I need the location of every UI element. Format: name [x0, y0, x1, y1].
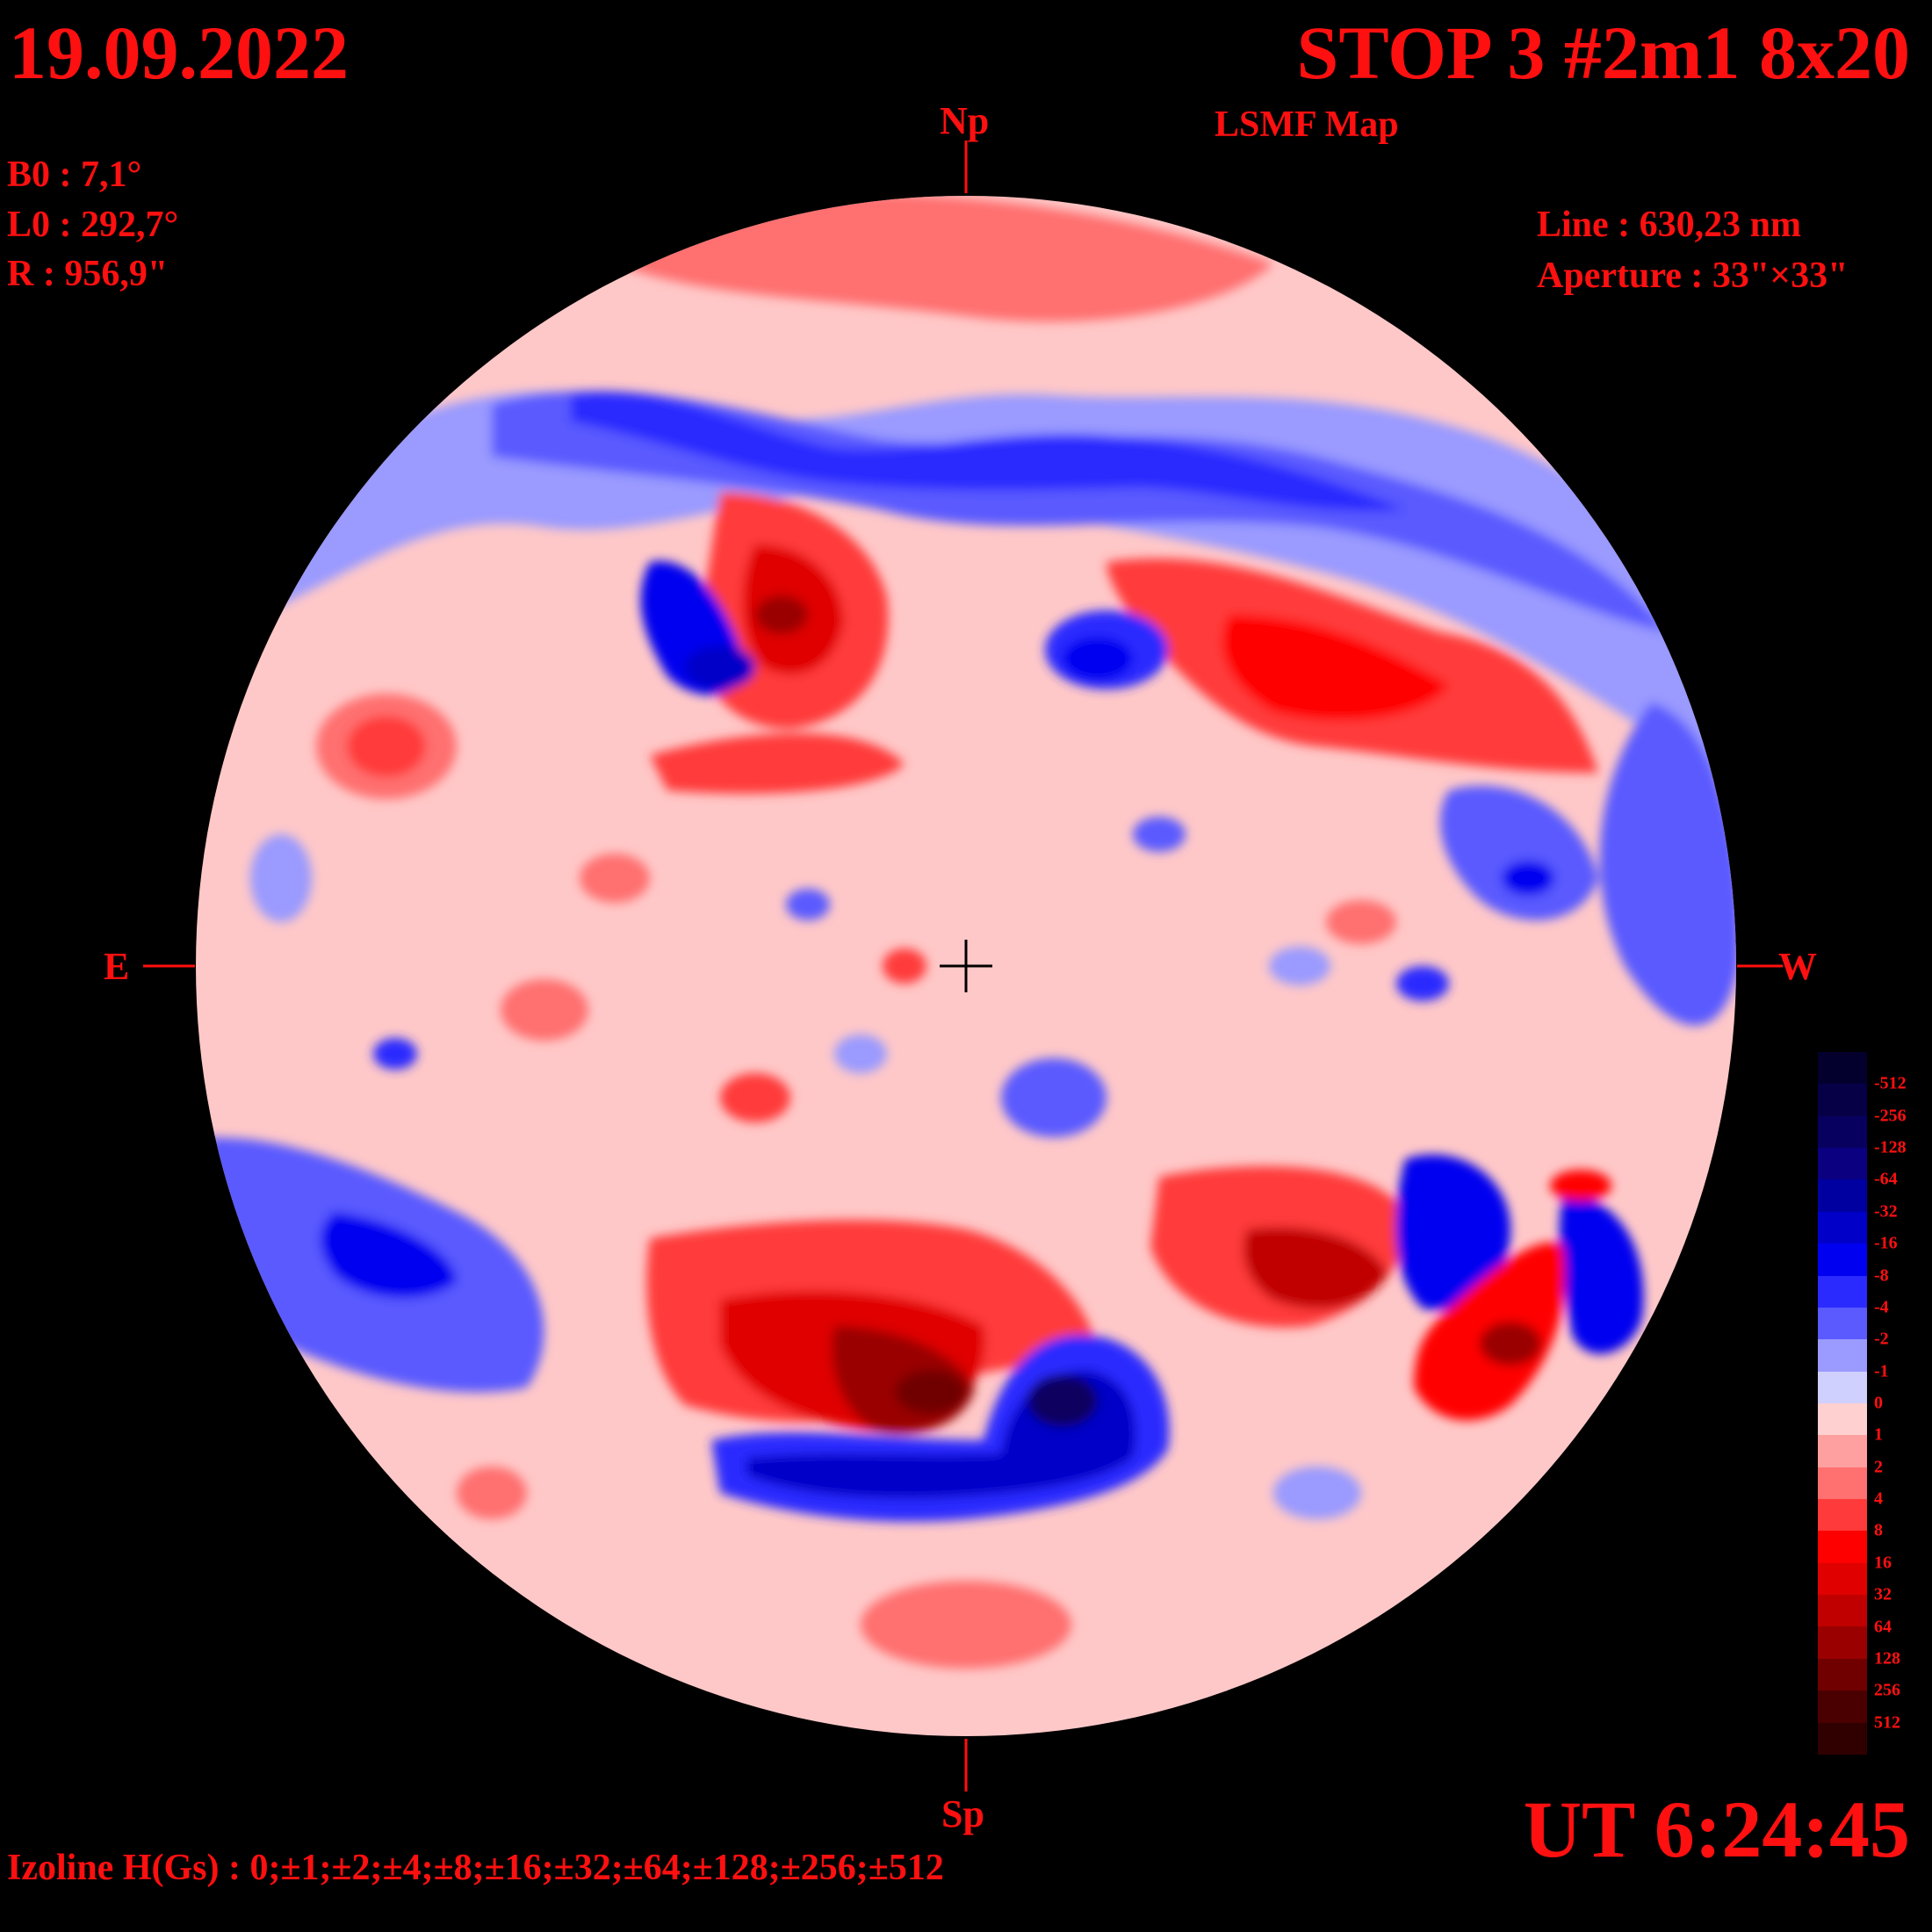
map-title: STOP 3 #2m1 8x20	[1296, 11, 1910, 95]
color-scale-label: -4	[1874, 1297, 1889, 1317]
color-scale-label: -8	[1874, 1265, 1889, 1286]
color-scale-step	[1818, 1562, 1867, 1596]
color-scale-step	[1818, 1148, 1867, 1180]
color-scale-step	[1818, 1244, 1867, 1276]
color-scale-step	[1818, 1435, 1867, 1467]
color-scale-step	[1818, 1275, 1867, 1308]
color-scale-step	[1818, 1595, 1867, 1627]
axis-ticks	[143, 141, 1783, 1791]
color-scale-step	[1818, 1179, 1867, 1212]
color-scale-label: -32	[1874, 1201, 1898, 1222]
color-scale-step	[1818, 1084, 1867, 1116]
spectral-line: Line : 630,23 nm	[1537, 205, 1802, 245]
color-scale-label: -512	[1874, 1073, 1907, 1093]
color-scale-label: 32	[1874, 1584, 1892, 1604]
solar-disk	[196, 196, 1736, 1736]
color-scale-bar	[1818, 1052, 1867, 1755]
color-scale-label: 0	[1874, 1393, 1883, 1413]
center-crosshair	[940, 940, 992, 992]
color-scale-label: -1	[1874, 1361, 1889, 1381]
ut-time: UT 6:24:45	[1523, 1784, 1910, 1874]
color-scale-step	[1818, 1402, 1867, 1436]
color-scale-label: -256	[1874, 1106, 1907, 1126]
color-scale-step	[1818, 1339, 1867, 1372]
color-scale-label: 2	[1874, 1457, 1883, 1477]
color-scale-label: 256	[1874, 1680, 1900, 1700]
color-scale-step	[1818, 1690, 1867, 1723]
color-scale-label: 64	[1874, 1617, 1892, 1637]
color-scale-label: -2	[1874, 1329, 1889, 1349]
aperture: Aperture : 33"×33"	[1537, 256, 1849, 296]
color-scale-label: -16	[1874, 1233, 1898, 1253]
observation-date: 19.09.2022	[9, 11, 349, 95]
param-b0: B0 : 7,1°	[7, 155, 142, 195]
color-scale-step	[1818, 1467, 1867, 1500]
color-scale-label: 4	[1874, 1489, 1883, 1509]
color-scale-step	[1818, 1307, 1867, 1340]
color-scale-label: 1	[1874, 1424, 1883, 1445]
color-scale-step	[1818, 1052, 1867, 1085]
color-scale-step	[1818, 1658, 1867, 1691]
param-r: R : 956,9"	[7, 254, 169, 294]
color-scale-label: -64	[1874, 1169, 1898, 1189]
color-scale-label: 8	[1874, 1520, 1883, 1540]
color-scale-step	[1818, 1499, 1867, 1532]
color-scale-step	[1818, 1722, 1867, 1755]
color-scale-step	[1818, 1371, 1867, 1403]
color-scale-step	[1818, 1626, 1867, 1659]
color-scale-step	[1818, 1211, 1867, 1244]
color-scale-label: 128	[1874, 1648, 1900, 1669]
color-scale-step	[1818, 1115, 1867, 1149]
map-subtitle: LSMF Map	[1215, 105, 1399, 145]
east-label: E	[104, 945, 130, 988]
color-scale-step	[1818, 1531, 1867, 1563]
south-label: Sp	[941, 1792, 984, 1835]
west-label: W	[1778, 945, 1817, 988]
color-scale-label: 16	[1874, 1553, 1892, 1573]
izoline-levels: Izoline H(Gs) : 0;±1;±2;±4;±8;±16;±32;±6…	[7, 1848, 944, 1888]
north-label: Np	[940, 99, 990, 142]
color-scale-label: 512	[1874, 1712, 1900, 1733]
param-l0: L0 : 292,7°	[7, 205, 179, 245]
color-scale-label: -128	[1874, 1137, 1907, 1157]
